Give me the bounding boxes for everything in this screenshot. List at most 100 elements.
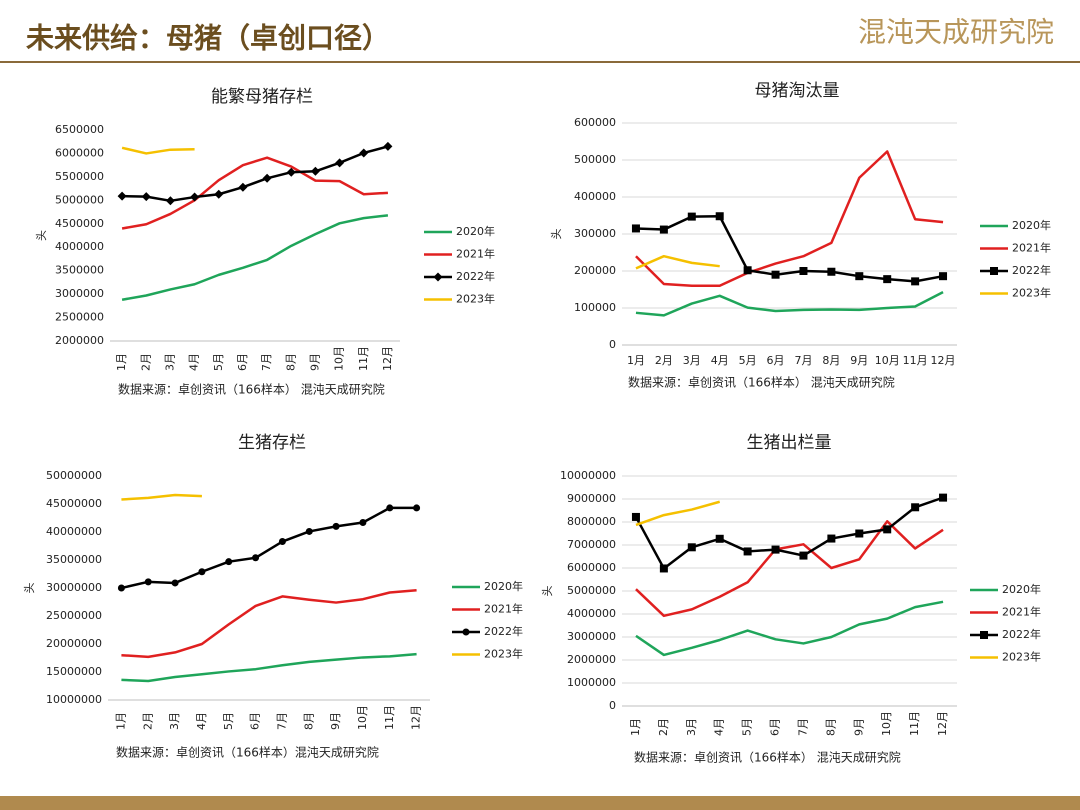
x-tick-label: 10月 bbox=[356, 705, 369, 730]
point-marker bbox=[252, 554, 260, 562]
x-tick-label: 4月 bbox=[711, 354, 729, 367]
x-tick-label: 4月 bbox=[195, 712, 208, 730]
y-tick-label: 2000000 bbox=[567, 653, 616, 666]
point-marker bbox=[855, 272, 864, 281]
y-tick-label: 300000 bbox=[574, 227, 616, 240]
y-tick-label: 600000 bbox=[574, 116, 616, 129]
x-tick-label: 1月 bbox=[114, 712, 127, 730]
point-marker bbox=[883, 525, 892, 534]
x-tick-label: 2月 bbox=[139, 353, 152, 371]
x-tick-label: 5月 bbox=[739, 354, 757, 367]
x-tick-label: 5月 bbox=[222, 712, 235, 730]
point-marker bbox=[827, 534, 836, 543]
x-tick-label: 12月 bbox=[410, 705, 423, 730]
y-tick-label: 8000000 bbox=[567, 515, 616, 528]
legend-label: 2022年 bbox=[456, 269, 495, 283]
legend-label: 2023年 bbox=[456, 292, 495, 306]
y-axis-label: 头 bbox=[541, 586, 554, 597]
y-tick-label: 10000000 bbox=[560, 469, 616, 482]
legend-label: 2021年 bbox=[456, 247, 495, 261]
point-marker bbox=[359, 518, 367, 526]
y-tick-label: 35000000 bbox=[46, 553, 102, 566]
series-line bbox=[121, 156, 388, 230]
y-axis-label: 头 bbox=[23, 583, 36, 594]
series-line bbox=[121, 652, 417, 683]
chart-title: 能繁母猪存栏 bbox=[211, 87, 313, 107]
x-tick-label: 9月 bbox=[329, 712, 342, 730]
y-tick-label: 50000000 bbox=[46, 469, 102, 482]
y-tick-label: 4000000 bbox=[567, 607, 616, 620]
legend-label: 2020年 bbox=[1002, 582, 1041, 596]
point-marker bbox=[743, 547, 752, 556]
x-tick-label: 12月 bbox=[936, 711, 949, 736]
y-tick-label: 3000000 bbox=[55, 287, 104, 300]
y-tick-label: 15000000 bbox=[46, 665, 102, 678]
point-marker bbox=[310, 166, 320, 176]
x-tick-label: 1月 bbox=[629, 718, 642, 736]
legend-label: 2023年 bbox=[1012, 286, 1051, 300]
point-marker bbox=[386, 504, 394, 512]
point-marker bbox=[659, 225, 668, 234]
legend-marker bbox=[990, 267, 998, 275]
series-line bbox=[121, 588, 417, 659]
chart-title: 生猪存栏 bbox=[238, 433, 306, 453]
legend-marker bbox=[980, 631, 988, 639]
x-tick-label: 8月 bbox=[284, 353, 297, 371]
x-tick-label: 11月 bbox=[357, 346, 370, 371]
x-tick-label: 7月 bbox=[275, 712, 288, 730]
point-marker bbox=[715, 534, 724, 543]
x-tick-label: 11月 bbox=[903, 354, 928, 367]
x-tick-label: 8月 bbox=[824, 718, 837, 736]
legend-label: 2020年 bbox=[456, 224, 495, 238]
footer-band bbox=[0, 796, 1080, 810]
point-marker bbox=[631, 512, 640, 521]
y-tick-label: 3500000 bbox=[55, 264, 104, 277]
y-tick-label: 6500000 bbox=[55, 123, 104, 136]
y-tick-label: 6000000 bbox=[567, 561, 616, 574]
chart-title: 母猪淘汰量 bbox=[755, 81, 840, 101]
point-marker bbox=[262, 173, 272, 183]
point-marker bbox=[771, 270, 780, 279]
x-tick-label: 12月 bbox=[381, 346, 394, 371]
point-marker bbox=[165, 196, 175, 206]
point-marker bbox=[939, 493, 948, 502]
x-tick-label: 9月 bbox=[308, 353, 321, 371]
y-tick-label: 5500000 bbox=[55, 170, 104, 183]
y-tick-label: 25000000 bbox=[46, 609, 102, 622]
y-tick-label: 6000000 bbox=[55, 146, 104, 159]
legend-marker bbox=[462, 628, 470, 636]
series-line bbox=[121, 493, 202, 501]
x-tick-label: 3月 bbox=[683, 354, 701, 367]
series-line bbox=[635, 214, 944, 283]
series-line bbox=[635, 520, 944, 618]
point-marker bbox=[659, 564, 668, 573]
y-tick-label: 4000000 bbox=[55, 240, 104, 253]
point-marker bbox=[144, 578, 152, 586]
y-tick-label: 4500000 bbox=[55, 217, 104, 230]
point-marker bbox=[335, 158, 345, 168]
point-marker bbox=[359, 148, 369, 158]
point-marker bbox=[413, 504, 421, 512]
series-line bbox=[635, 254, 720, 270]
source-note: 数据来源：卓创资讯（166样本）混沌天成研究院 bbox=[116, 745, 379, 760]
x-tick-label: 2月 bbox=[655, 354, 673, 367]
legend-label: 2022年 bbox=[1002, 627, 1041, 641]
point-marker bbox=[687, 543, 696, 552]
y-tick-label: 30000000 bbox=[46, 581, 102, 594]
point-marker bbox=[687, 212, 696, 221]
point-marker bbox=[383, 141, 393, 151]
legend-label: 2022年 bbox=[484, 624, 523, 638]
y-tick-label: 3000000 bbox=[567, 630, 616, 643]
point-marker bbox=[171, 579, 179, 587]
y-tick-label: 45000000 bbox=[46, 497, 102, 510]
point-marker bbox=[117, 584, 125, 592]
source-note: 数据来源：卓创资讯（166样本） 混沌天成研究院 bbox=[118, 382, 385, 397]
series-line bbox=[635, 500, 721, 527]
y-tick-label: 2500000 bbox=[55, 311, 104, 324]
y-tick-label: 5000000 bbox=[55, 193, 104, 206]
y-tick-label: 2000000 bbox=[55, 334, 104, 347]
y-tick-label: 10000000 bbox=[46, 693, 102, 706]
series-line bbox=[635, 290, 944, 317]
x-tick-label: 5月 bbox=[212, 353, 225, 371]
x-tick-label: 1月 bbox=[115, 353, 128, 371]
